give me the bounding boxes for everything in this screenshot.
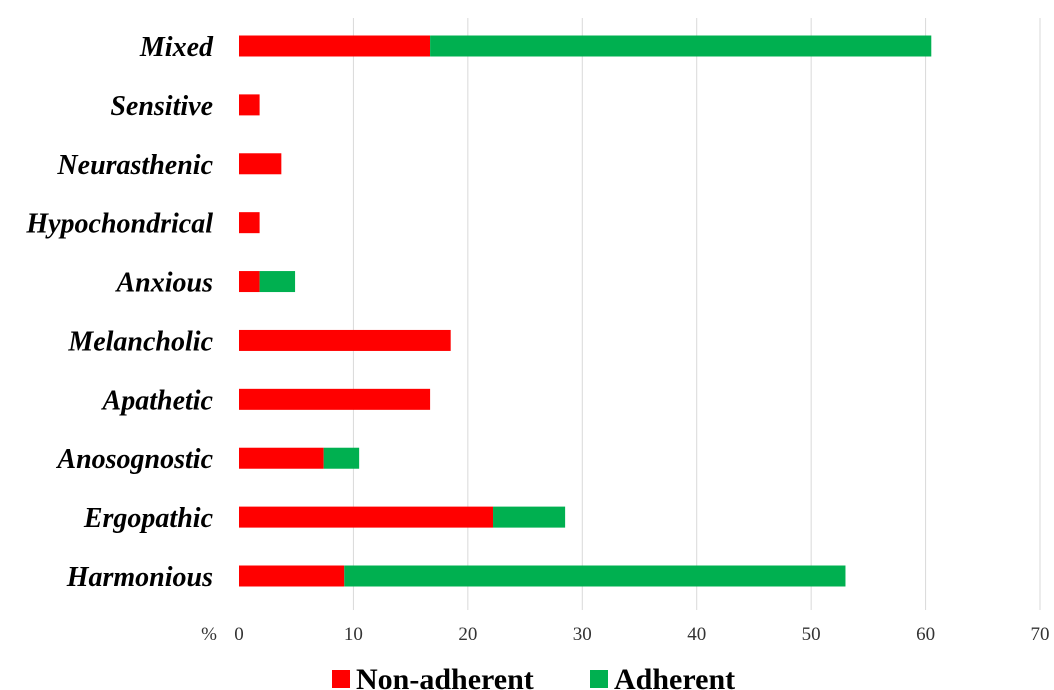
bar-mixed-non-adherent: [239, 35, 431, 57]
bars: [239, 35, 932, 587]
x-tick-label: 70: [1031, 624, 1050, 645]
x-tick-label: 60: [916, 624, 935, 645]
legend-swatch-non-adherent: [332, 670, 350, 688]
bar-ergopathic-non-adherent: [239, 506, 494, 528]
bar-neurasthenic-non-adherent: [239, 153, 282, 175]
bar-harmonious-non-adherent: [239, 565, 345, 587]
bar-hypochondrical-non-adherent: [239, 212, 260, 234]
legend: Non-adherent Adherent: [332, 663, 735, 690]
category-label: Ergopathic: [83, 503, 214, 534]
x-axis-tick-labels: 0 10 20 30 40 50 60 70: [234, 624, 1049, 645]
bar-sensitive-non-adherent: [239, 94, 260, 116]
category-labels: Mixed Sensitive Neurasthenic Hypochondrical…: [25, 32, 214, 593]
category-label: Anosognostic: [55, 444, 213, 475]
legend-swatch-adherent: [590, 670, 608, 688]
category-label: Sensitive: [110, 91, 213, 122]
x-tick-label: 0: [234, 624, 244, 645]
category-label: Apathetic: [101, 385, 214, 416]
bar-anxious-adherent: [259, 271, 296, 293]
x-tick-label: 40: [687, 624, 706, 645]
category-label: Melancholic: [67, 326, 213, 357]
x-tick-label: 50: [802, 624, 821, 645]
bar-melancholic-non-adherent: [239, 329, 451, 351]
x-tick-label: 10: [344, 624, 363, 645]
bar-anosognostic-non-adherent: [239, 447, 324, 469]
gridlines: [352, 18, 1041, 610]
category-label: Neurasthenic: [56, 150, 213, 181]
x-axis-unit-label: %: [201, 624, 217, 645]
category-label: Mixed: [139, 32, 214, 63]
bar-anxious-non-adherent: [239, 271, 260, 293]
bar-apathetic-non-adherent: [239, 388, 431, 410]
category-label: Hypochondrical: [25, 209, 213, 240]
bar-harmonious-adherent: [344, 565, 846, 587]
bar-mixed-adherent: [430, 35, 932, 57]
bar-ergopathic-adherent: [493, 506, 566, 528]
x-tick-label: 20: [458, 624, 477, 645]
legend-label: Adherent: [614, 663, 735, 690]
bar-anosognostic-adherent: [323, 447, 360, 469]
category-label: Harmonious: [66, 562, 213, 593]
x-tick-label: 30: [573, 624, 592, 645]
legend-label: Non-adherent: [356, 663, 534, 690]
category-label: Anxious: [115, 268, 214, 299]
